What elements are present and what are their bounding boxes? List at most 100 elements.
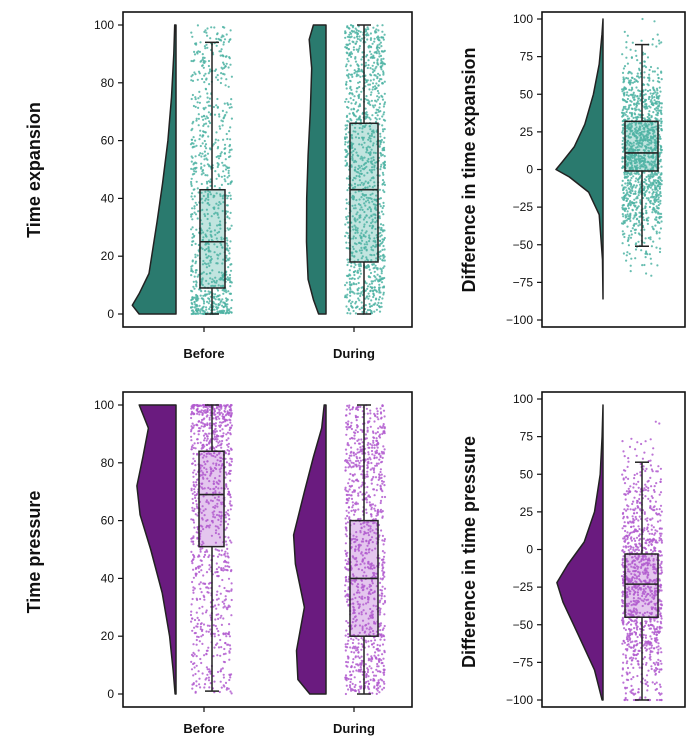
- data-point: [631, 209, 634, 212]
- data-point: [200, 591, 203, 594]
- data-point: [373, 88, 377, 91]
- data-point: [229, 421, 232, 424]
- data-point: [626, 213, 629, 216]
- data-point: [206, 408, 209, 412]
- data-point: [643, 64, 646, 67]
- data-point: [201, 563, 204, 567]
- data-point: [194, 170, 198, 173]
- data-point: [194, 631, 197, 635]
- data-point: [228, 631, 231, 634]
- data-point: [222, 63, 226, 66]
- data-point: [206, 586, 209, 589]
- data-point: [230, 306, 233, 310]
- data-point: [204, 87, 207, 90]
- data-point: [645, 182, 648, 185]
- data-point: [358, 267, 361, 270]
- data-point: [377, 679, 380, 682]
- data-point: [195, 684, 198, 687]
- data-point: [225, 589, 228, 592]
- data-point: [201, 239, 204, 242]
- data-point: [221, 435, 224, 438]
- data-point: [208, 447, 211, 450]
- x-category-label: Before: [183, 346, 224, 361]
- data-point: [212, 143, 215, 146]
- data-point: [365, 511, 368, 514]
- data-point: [629, 219, 632, 223]
- data-point: [190, 267, 193, 271]
- data-point: [351, 300, 354, 303]
- data-point: [194, 213, 198, 216]
- data-point: [195, 643, 198, 646]
- data-point: [381, 248, 384, 251]
- data-point: [203, 150, 206, 153]
- data-point: [369, 32, 372, 35]
- data-point: [344, 100, 347, 103]
- data-point: [659, 158, 662, 161]
- data-point: [200, 425, 203, 428]
- data-point: [629, 212, 632, 215]
- data-point: [229, 281, 232, 284]
- data-point: [370, 482, 373, 485]
- data-point: [357, 96, 360, 100]
- data-point: [196, 616, 199, 620]
- data-point: [653, 184, 657, 187]
- data-point: [348, 516, 351, 519]
- data-point: [374, 51, 377, 54]
- data-point: [381, 24, 384, 27]
- data-point: [351, 277, 354, 280]
- data-point: [649, 65, 653, 69]
- data-point: [630, 176, 633, 180]
- data-point: [660, 179, 663, 182]
- data-point: [647, 84, 650, 87]
- data-point: [624, 107, 627, 110]
- data-point: [201, 307, 204, 310]
- data-point: [360, 68, 363, 71]
- data-point: [225, 62, 228, 65]
- data-point: [207, 676, 210, 679]
- data-point: [372, 280, 375, 283]
- data-point: [228, 273, 231, 277]
- data-point: [196, 254, 199, 257]
- data-point: [229, 414, 232, 417]
- data-point: [205, 443, 208, 446]
- data-point: [347, 54, 351, 57]
- data-point: [198, 683, 201, 686]
- data-point: [622, 67, 626, 70]
- data-point: [222, 278, 225, 281]
- data-point: [206, 423, 209, 426]
- data-point: [379, 152, 382, 155]
- data-point: [197, 433, 200, 436]
- data-point: [382, 162, 385, 165]
- data-point: [220, 39, 223, 42]
- data-point: [191, 597, 194, 601]
- data-point: [352, 309, 355, 313]
- data-point: [214, 624, 217, 628]
- data-point: [190, 660, 193, 664]
- data-point: [356, 31, 359, 35]
- data-point: [660, 124, 663, 127]
- data-point: [625, 46, 628, 49]
- data-point: [196, 217, 199, 220]
- data-point: [193, 626, 196, 629]
- data-point: [348, 92, 351, 95]
- data-point: [371, 263, 374, 266]
- data-point: [637, 232, 641, 235]
- data-point: [205, 31, 208, 34]
- data-point: [352, 638, 355, 641]
- data-point: [230, 424, 233, 427]
- data-point: [366, 485, 369, 489]
- data-point: [353, 95, 356, 98]
- y-axis-title: Time pressure: [24, 491, 44, 614]
- data-point: [358, 115, 361, 118]
- data-point: [226, 307, 229, 310]
- data-points: [189, 24, 233, 316]
- data-point: [360, 301, 363, 304]
- data-point: [344, 486, 347, 489]
- data-point: [381, 183, 384, 186]
- data-point: [190, 274, 193, 277]
- data-point: [228, 130, 231, 133]
- y-tick-label: 100: [513, 12, 533, 26]
- data-point: [656, 73, 659, 76]
- data-point: [652, 203, 655, 206]
